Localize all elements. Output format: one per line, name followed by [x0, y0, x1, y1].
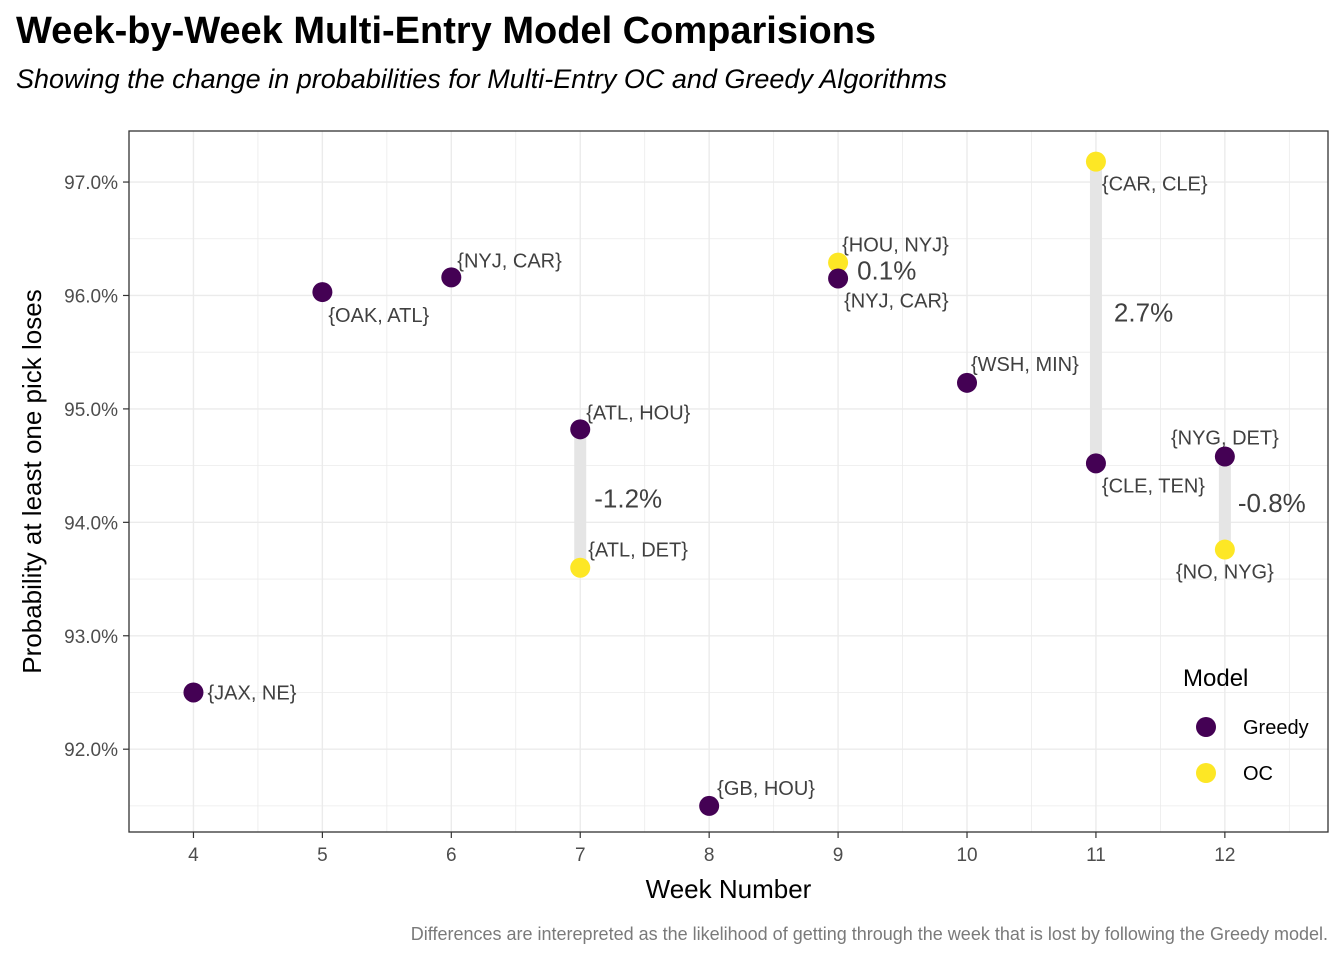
legend-label-oc: OC	[1243, 763, 1273, 785]
point-label: {NYJ, CAR}	[844, 290, 949, 312]
y-axis-title: Probability at least one pick loses	[17, 289, 47, 673]
point-label: {JAX, NE}	[207, 682, 296, 704]
x-tick-label: 10	[956, 845, 977, 866]
data-point	[1214, 446, 1235, 467]
panel-border	[128, 130, 1329, 833]
data-point	[957, 372, 978, 393]
x-tick-label: 5	[317, 845, 328, 866]
x-tick-label: 11	[1086, 845, 1106, 866]
data-point	[183, 682, 204, 703]
y-tick-label: 93.0%	[64, 627, 118, 648]
data-point	[1085, 453, 1106, 474]
legend-key-oc	[1196, 763, 1216, 783]
difference-labels: -1.2% 0.1% 2.7% -0.8%	[594, 256, 1306, 519]
chart-caption: Differences are interepreted as the like…	[410, 924, 1328, 944]
point-label: {NO, NYG}	[1176, 562, 1274, 584]
legend-label-greedy: Greedy	[1243, 717, 1309, 739]
data-points	[183, 151, 1235, 816]
x-axis-title: Week Number	[646, 874, 812, 904]
chart-subtitle: Showing the change in probabilities for …	[16, 64, 947, 94]
x-tick-label: 4	[188, 845, 199, 866]
chart-title: Week-by-Week Multi-Entry Model Comparisi…	[16, 10, 877, 52]
difference-label: -0.8%	[1238, 488, 1306, 518]
y-tick-label: 96.0%	[64, 286, 118, 307]
x-tick-label: 7	[575, 845, 586, 866]
data-point	[441, 267, 462, 288]
x-tick-label: 12	[1214, 845, 1235, 866]
difference-label: -1.2%	[594, 484, 662, 514]
y-tick-label: 94.0%	[64, 513, 118, 534]
point-label: {OAK, ATL}	[328, 305, 429, 327]
difference-label: 0.1%	[857, 256, 916, 286]
panel-background	[129, 131, 1328, 832]
legend-key-greedy	[1196, 717, 1216, 737]
data-point	[1085, 151, 1106, 172]
axes: 4 5 6 7 8 9 10 11 12 92.0% 93.0% 94.0% 95.0% 96.0% 97.…	[64, 173, 1235, 866]
point-label: {NYG, DET}	[1171, 428, 1279, 450]
point-label: {ATL, HOU}	[586, 402, 690, 424]
point-label: {NYJ, CAR}	[457, 250, 562, 272]
point-label: {HOU, NYJ}	[842, 235, 949, 257]
point-label: {CAR, CLE}	[1102, 174, 1208, 196]
grid-lines	[128, 131, 1328, 832]
data-point	[828, 268, 849, 289]
y-tick-label: 92.0%	[64, 740, 118, 761]
data-point	[1214, 539, 1235, 560]
data-point	[828, 252, 849, 273]
difference-label: 2.7%	[1114, 297, 1173, 327]
data-point	[570, 419, 591, 440]
x-tick-label: 9	[833, 845, 844, 866]
data-point	[699, 795, 720, 816]
data-point	[312, 282, 333, 303]
legend-title: Model	[1183, 665, 1248, 692]
point-labels: {JAX, NE} {OAK, ATL} {NYJ, CAR} {ATL, HOU} {…	[207, 174, 1279, 800]
y-tick-label: 97.0%	[64, 173, 118, 194]
y-tick-label: 95.0%	[64, 400, 118, 421]
data-point	[570, 557, 591, 578]
point-label: {ATL, DET}	[588, 540, 688, 562]
point-label: {CLE, TEN}	[1102, 475, 1205, 497]
point-label: {GB, HOU}	[717, 778, 815, 800]
legend: Model Greedy OC	[1183, 665, 1309, 785]
x-tick-label: 8	[704, 845, 715, 866]
x-tick-label: 6	[446, 845, 457, 866]
point-label: {WSH, MIN}	[971, 354, 1079, 376]
